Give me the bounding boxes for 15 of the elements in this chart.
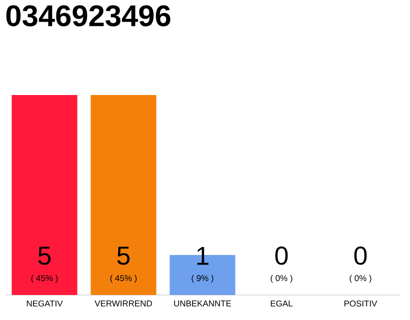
x-tick-label: NEGATIV [26,300,63,307]
annotation: ( 9% ) [192,274,214,283]
x-tick-label: EGAL [270,300,293,307]
annotation: ( 0% ) [270,274,292,283]
x-tick-label: UNBEKANNTE [174,300,232,306]
chart-title: 0346923496 [6,5,170,26]
annotation: ( 0% ) [350,274,372,283]
annotation: ( 45% ) [110,274,137,283]
data-label: 5 [117,246,130,265]
data-label: 0 [275,246,288,265]
x-tick-label: VERWIRREND [94,300,152,306]
data-label: 5 [38,246,51,265]
x-tick-label: POSITIV [344,300,378,307]
data-label: 0 [354,246,367,265]
annotation: ( 45% ) [31,274,58,283]
